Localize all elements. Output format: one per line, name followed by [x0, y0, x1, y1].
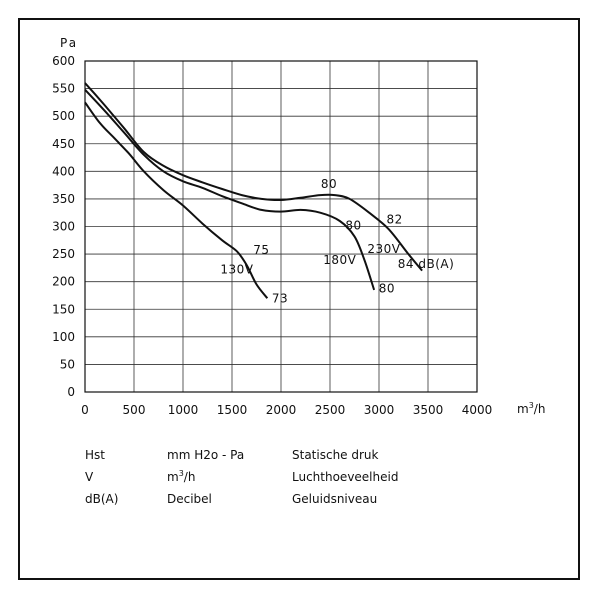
curve-annotation: 130V [220, 262, 253, 276]
legend-unit: Decibel [167, 492, 212, 506]
y-tick-label: 100 [52, 330, 75, 344]
y-tick-label: 150 [52, 302, 75, 316]
curve-annotation: 180V [323, 253, 356, 267]
legend-symbol: dB(A) [85, 492, 119, 506]
curve-annotation: 80 [345, 218, 361, 232]
y-axis-unit: Pa [60, 36, 78, 50]
legend-unit: m3/h [167, 469, 196, 485]
x-tick-label: 1000 [168, 403, 199, 417]
y-tick-label: 250 [52, 247, 75, 261]
y-tick-label: 350 [52, 192, 75, 206]
legend-unit: mm H2o - Pa [167, 448, 245, 462]
legend-symbol: Hst [85, 448, 105, 462]
curve-annotation: 80 [379, 282, 395, 296]
y-tick-label: 300 [52, 220, 75, 234]
x-tick-label: 2000 [266, 403, 297, 417]
x-tick-label: 4000 [462, 403, 493, 417]
curve-annotation: 73 [272, 292, 288, 306]
x-tick-label: 3500 [413, 403, 444, 417]
x-tick-label: 500 [123, 403, 146, 417]
y-tick-label: 400 [52, 164, 75, 178]
curve-annotation: 84 dB(A) [398, 257, 455, 271]
y-tick-label: 50 [60, 357, 75, 371]
legend-description: Luchthoeveelheid [292, 470, 399, 484]
x-axis-unit: m3/h [517, 401, 545, 416]
fan-curve-chart: 0 500 1000 1500 2000 2500 3000 3500 4000 0 50 100 15… [52, 36, 545, 417]
curve-annotation: 75 [253, 243, 269, 257]
y-tick-label: 450 [52, 137, 75, 151]
y-tick-label: 550 [52, 82, 75, 96]
figure-frame [18, 18, 580, 580]
y-tick-label: 0 [67, 385, 75, 399]
series-line-230v [84, 82, 423, 272]
x-tick-label: 1500 [217, 403, 248, 417]
curve-annotation: 80 [321, 177, 337, 191]
y-tick-label: 600 [52, 54, 75, 68]
x-tick-label: 2500 [315, 403, 346, 417]
series-line-180v [84, 89, 376, 291]
y-tick-label: 200 [52, 275, 75, 289]
x-tick-label: 0 [81, 403, 89, 417]
plot-area-border [84, 60, 478, 393]
legend-symbol: V [85, 470, 94, 484]
x-tick-label: 3000 [364, 403, 395, 417]
curve-annotation: 82 [387, 213, 403, 227]
legend-description: Statische druk [292, 448, 379, 462]
curve-annotation: 230V [367, 242, 400, 256]
legend-description: Geluidsniveau [292, 492, 378, 506]
y-tick-label: 500 [52, 109, 75, 123]
series-line-130v [84, 101, 269, 299]
